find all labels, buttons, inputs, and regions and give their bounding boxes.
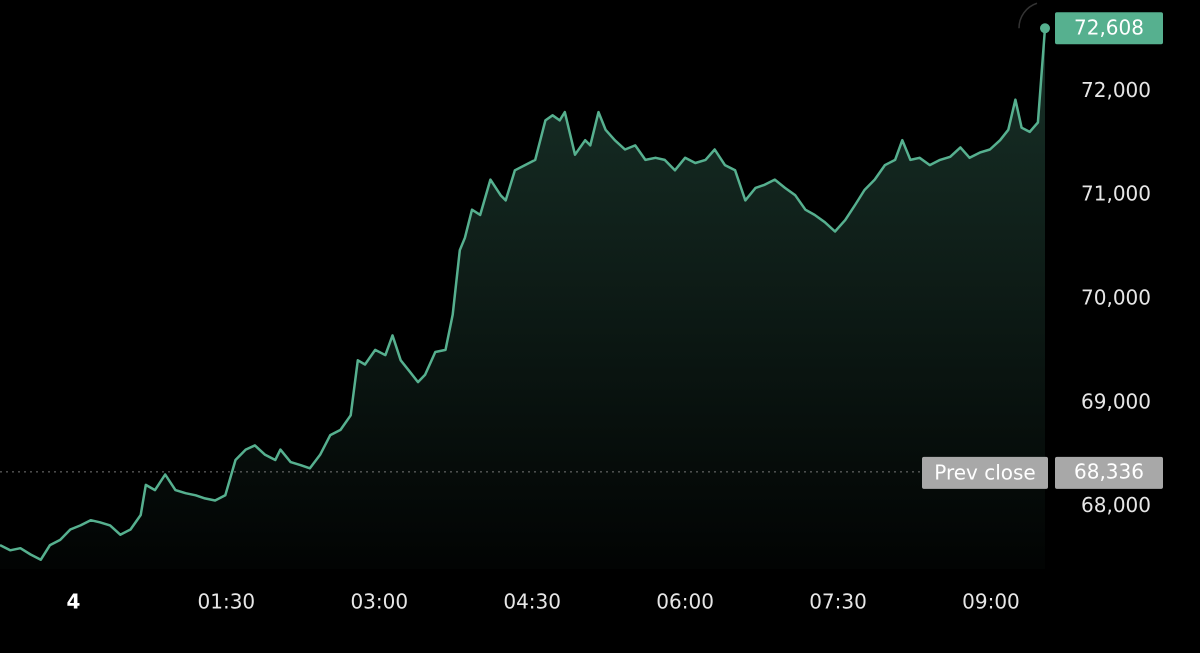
y-tick-label: 72,000 <box>1081 78 1151 102</box>
pulse-ring <box>1018 2 1038 29</box>
y-tick-label: 69,000 <box>1081 389 1151 413</box>
y-tick-label: 70,000 <box>1081 286 1151 310</box>
x-tick-label: 09:00 <box>962 590 1020 614</box>
x-tick-label: 03:00 <box>350 590 408 614</box>
prev-close-value-badge <box>1055 456 1163 489</box>
y-tick-label: 71,000 <box>1081 182 1151 206</box>
x-tick-label: 06:00 <box>656 590 714 614</box>
prev-close-value: 68,336 <box>1074 459 1144 483</box>
x-tick-label: 07:30 <box>809 590 867 614</box>
x-tick-label: 04:30 <box>503 590 561 614</box>
area <box>0 28 1045 569</box>
last-price-label: 72,608 <box>1074 16 1144 40</box>
price-line <box>0 28 1047 561</box>
x-tick-label: 4 <box>66 590 80 614</box>
last-point <box>1040 23 1050 34</box>
prev-close-label: Prev close <box>934 460 1036 484</box>
y-tick-label: 68,000 <box>1081 493 1151 517</box>
prev-close-badge <box>922 456 1048 489</box>
last-price-badge <box>1055 12 1163 45</box>
x-tick-label: 01:30 <box>198 590 256 614</box>
